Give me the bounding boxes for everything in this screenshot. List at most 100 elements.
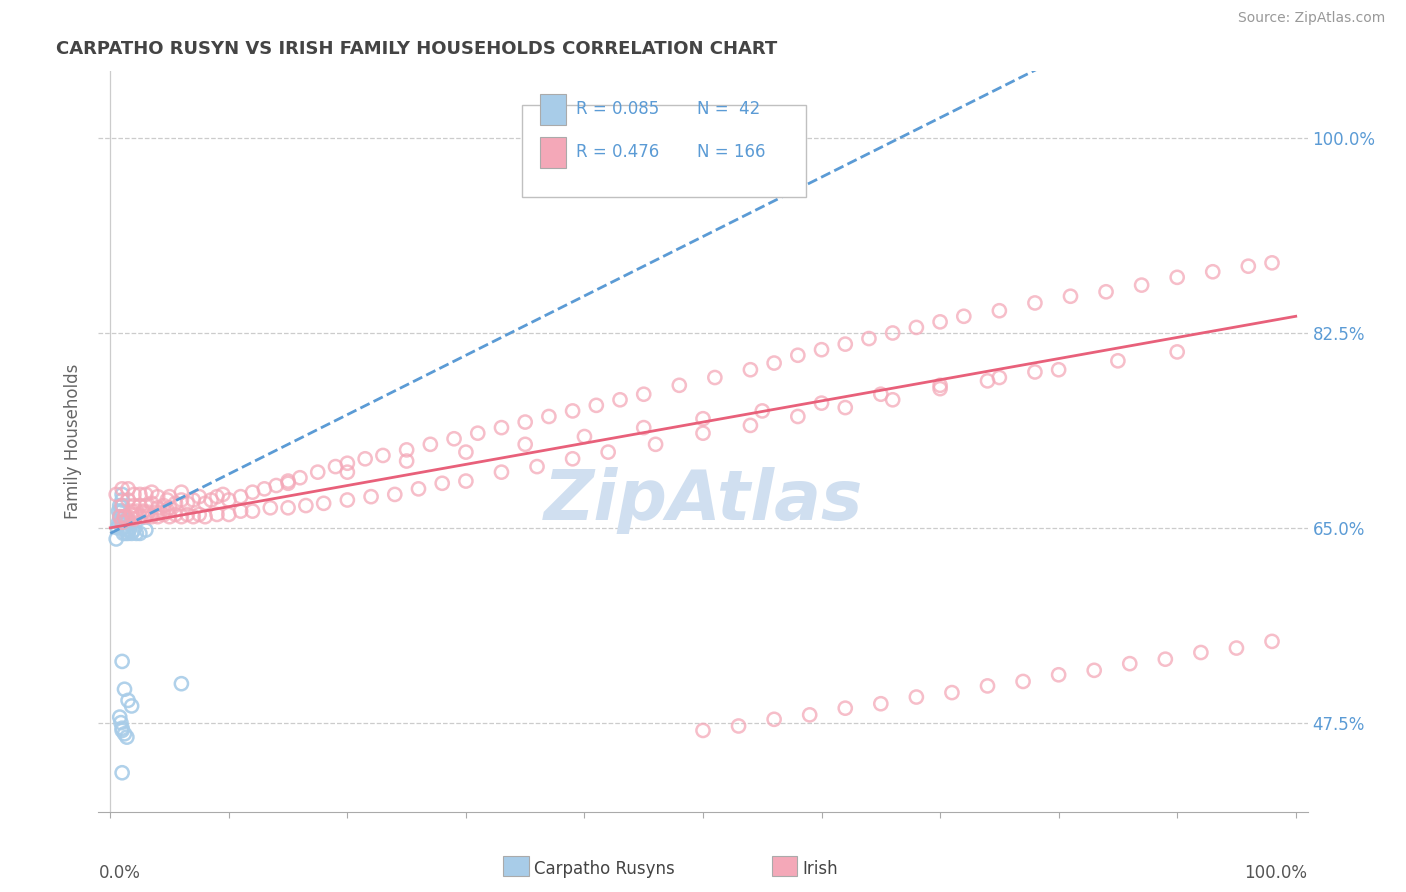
- Point: [170, 509, 193, 524]
- Point: [212, 487, 235, 501]
- Point: [561, 451, 583, 466]
- Point: [114, 521, 136, 535]
- Point: [105, 487, 128, 501]
- Point: [277, 500, 299, 515]
- Point: [165, 508, 187, 522]
- Point: [1083, 663, 1105, 677]
- Point: [117, 493, 139, 508]
- Point: [136, 505, 159, 519]
- Point: [408, 482, 430, 496]
- Text: ZipAtlas: ZipAtlas: [543, 467, 863, 534]
- Point: [188, 490, 211, 504]
- Point: [229, 490, 252, 504]
- Point: [395, 442, 418, 457]
- Point: [1189, 646, 1212, 660]
- Point: [117, 515, 139, 529]
- Point: [125, 504, 148, 518]
- Point: [858, 332, 880, 346]
- Point: [295, 499, 318, 513]
- Text: 0.0%: 0.0%: [98, 863, 141, 881]
- Point: [111, 509, 134, 524]
- Point: [176, 496, 198, 510]
- Point: [114, 526, 136, 541]
- Point: [869, 697, 891, 711]
- Text: 100.0%: 100.0%: [1244, 863, 1308, 881]
- Bar: [540, 94, 567, 125]
- Point: [692, 411, 714, 425]
- Point: [152, 499, 174, 513]
- Point: [976, 374, 998, 388]
- Point: [644, 437, 666, 451]
- Point: [905, 320, 928, 334]
- Point: [988, 303, 1011, 318]
- Point: [121, 504, 143, 518]
- Point: [371, 449, 394, 463]
- Point: [122, 512, 145, 526]
- Point: [467, 426, 489, 441]
- Point: [882, 392, 904, 407]
- Point: [205, 508, 228, 522]
- Point: [929, 315, 952, 329]
- Point: [111, 521, 134, 535]
- Point: [515, 415, 537, 429]
- Point: [1119, 657, 1142, 671]
- Point: [129, 526, 152, 541]
- Point: [336, 456, 359, 470]
- Point: [149, 505, 172, 519]
- Point: [988, 370, 1011, 384]
- Point: [159, 500, 181, 515]
- Point: [135, 487, 157, 501]
- Point: [740, 418, 762, 433]
- Point: [703, 370, 725, 384]
- Point: [135, 509, 157, 524]
- Point: [633, 387, 655, 401]
- Point: [307, 465, 329, 479]
- Text: Irish: Irish: [803, 860, 838, 878]
- Point: [121, 698, 143, 713]
- Point: [115, 730, 138, 744]
- Point: [176, 508, 198, 522]
- Point: [537, 409, 560, 424]
- Point: [129, 499, 152, 513]
- Text: Carpatho Rusyns: Carpatho Rusyns: [534, 860, 675, 878]
- Point: [834, 337, 856, 351]
- Point: [763, 356, 786, 370]
- Point: [194, 496, 217, 510]
- Point: [117, 512, 139, 526]
- Point: [111, 482, 134, 496]
- Point: [834, 701, 856, 715]
- Point: [111, 765, 134, 780]
- Point: [1225, 641, 1247, 656]
- Point: [229, 504, 252, 518]
- Point: [111, 723, 134, 738]
- Point: [146, 490, 169, 504]
- Point: [1154, 652, 1177, 666]
- Point: [107, 504, 129, 518]
- Point: [834, 401, 856, 415]
- Point: [111, 499, 134, 513]
- Point: [491, 465, 513, 479]
- Point: [129, 509, 152, 524]
- Text: CARPATHO RUSYN VS IRISH FAMILY HOUSEHOLDS CORRELATION CHART: CARPATHO RUSYN VS IRISH FAMILY HOUSEHOLD…: [56, 40, 778, 58]
- Point: [115, 512, 138, 526]
- Point: [443, 432, 465, 446]
- Point: [111, 504, 134, 518]
- Point: [122, 523, 145, 537]
- Point: [1107, 354, 1129, 368]
- Point: [121, 508, 143, 522]
- Point: [360, 490, 382, 504]
- Point: [132, 505, 155, 519]
- Point: [188, 508, 211, 522]
- Point: [110, 715, 132, 730]
- Point: [574, 429, 596, 443]
- Point: [1202, 265, 1225, 279]
- Point: [1166, 345, 1188, 359]
- Point: [277, 474, 299, 488]
- Point: [264, 478, 287, 492]
- Point: [108, 710, 131, 724]
- Point: [114, 727, 136, 741]
- Point: [122, 499, 145, 513]
- Point: [141, 496, 163, 510]
- Point: [156, 493, 179, 508]
- Point: [135, 523, 157, 537]
